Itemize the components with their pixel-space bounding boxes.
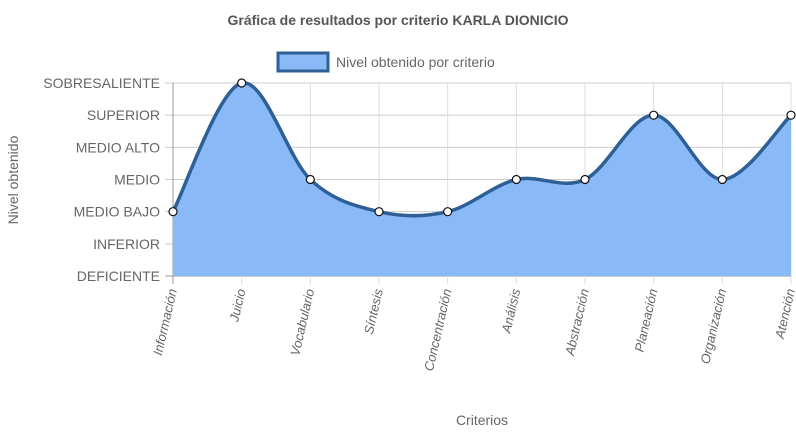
- x-tick-label: Juicio: [226, 287, 248, 324]
- data-point[interactable]: [305, 174, 315, 185]
- x-tick-labels: Información Juicio Vocabulario Síntesis Conc…: [150, 287, 796, 373]
- x-axis-title: Criterios: [456, 412, 508, 428]
- chart-title: Gráfica de resultados por criterio KARLA…: [228, 12, 569, 28]
- series-line: [171, 81, 793, 218]
- data-point[interactable]: [237, 78, 247, 88]
- x-tick-label: Concentración: [421, 287, 454, 372]
- y-tick-label: MEDIO ALTO: [76, 139, 160, 155]
- data-point[interactable]: [511, 174, 521, 185]
- series-area: [173, 82, 791, 276]
- x-tick-label: Planeación: [632, 287, 661, 353]
- x-tick-label: Información: [150, 287, 180, 357]
- data-point[interactable]: [786, 110, 796, 120]
- data-point[interactable]: [168, 207, 178, 217]
- y-tick-label: MEDIO BAJO: [74, 204, 160, 220]
- data-point[interactable]: [443, 207, 453, 217]
- x-tick-label: Síntesis: [361, 287, 386, 336]
- legend-label: Nivel obtenido por criterio: [336, 54, 495, 70]
- y-tick-labels: DEFICIENTE INFERIOR MEDIO BAJO MEDIO MEDIO A…: [43, 75, 160, 284]
- legend[interactable]: Nivel obtenido por criterio: [276, 51, 495, 73]
- y-tick-label: SUPERIOR: [87, 107, 160, 123]
- legend-swatch: [276, 51, 330, 73]
- data-point[interactable]: [580, 174, 590, 185]
- x-tick-label: Abstracción: [562, 287, 592, 358]
- y-tick-label: INFERIOR: [93, 236, 160, 252]
- y-tick-label: DEFICIENTE: [77, 268, 160, 284]
- data-point[interactable]: [374, 207, 384, 217]
- data-point[interactable]: [649, 110, 659, 120]
- y-tick-label: MEDIO: [114, 172, 160, 188]
- data-point[interactable]: [717, 174, 727, 185]
- x-tick-label: Organización: [697, 287, 729, 365]
- y-tick-label: SOBRESALIENTE: [43, 75, 160, 91]
- x-tick-label: Vocabulario: [287, 287, 317, 357]
- x-tick-label: Atención: [772, 287, 796, 341]
- y-axis-title: Nivel obtenido: [5, 135, 21, 224]
- x-tick-label: Análisis: [498, 287, 523, 335]
- series-layer: [168, 78, 796, 276]
